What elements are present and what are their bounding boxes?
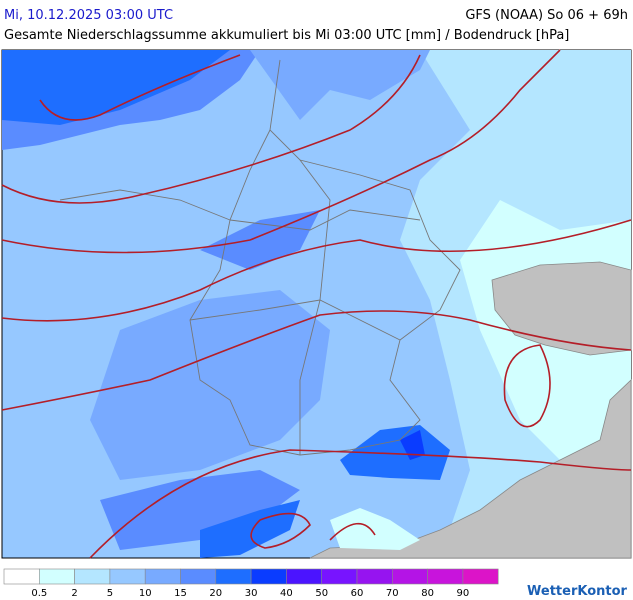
legend-swatch	[250, 568, 287, 585]
legend-label: 15	[174, 588, 187, 599]
legend-swatch	[462, 568, 499, 585]
legend-label: 20	[209, 588, 222, 599]
legend-swatch	[321, 568, 358, 585]
date: Mi, 10.12.2025 03:00 UTC	[4, 8, 173, 23]
legend-label: 0.5	[31, 588, 47, 599]
legend-swatch	[3, 568, 40, 585]
subtitle: Gesamte Niederschlagssumme akkumuliert b…	[4, 28, 569, 43]
logo: WetterKontor	[527, 584, 628, 599]
legend-swatch	[286, 568, 322, 585]
legend: 0.5 2 5 10 15 20 30 40 50 60 70 80 90	[3, 568, 499, 599]
legend-label: 80	[421, 588, 434, 599]
legend-label: 40	[280, 588, 293, 599]
legend-label: 2	[71, 588, 77, 599]
legend-swatch	[427, 568, 464, 585]
legend-label: 10	[139, 588, 152, 599]
map	[1, 49, 632, 559]
legend-swatch	[391, 568, 428, 585]
legend-swatch	[109, 568, 146, 585]
model: GFS (NOAA) So 06 + 69h	[465, 8, 628, 23]
legend-label: 50	[315, 588, 328, 599]
legend-label: 90	[457, 588, 470, 599]
legend-label: 30	[245, 588, 258, 599]
legend-swatch	[215, 568, 252, 585]
legend-label: 60	[351, 588, 364, 599]
legend-label: 70	[386, 588, 399, 599]
legend-swatch	[356, 568, 393, 585]
legend-swatch	[38, 568, 75, 585]
legend-label: 5	[107, 588, 113, 599]
legend-swatch	[74, 568, 111, 585]
legend-swatch	[144, 568, 181, 585]
legend-swatch	[180, 568, 217, 585]
